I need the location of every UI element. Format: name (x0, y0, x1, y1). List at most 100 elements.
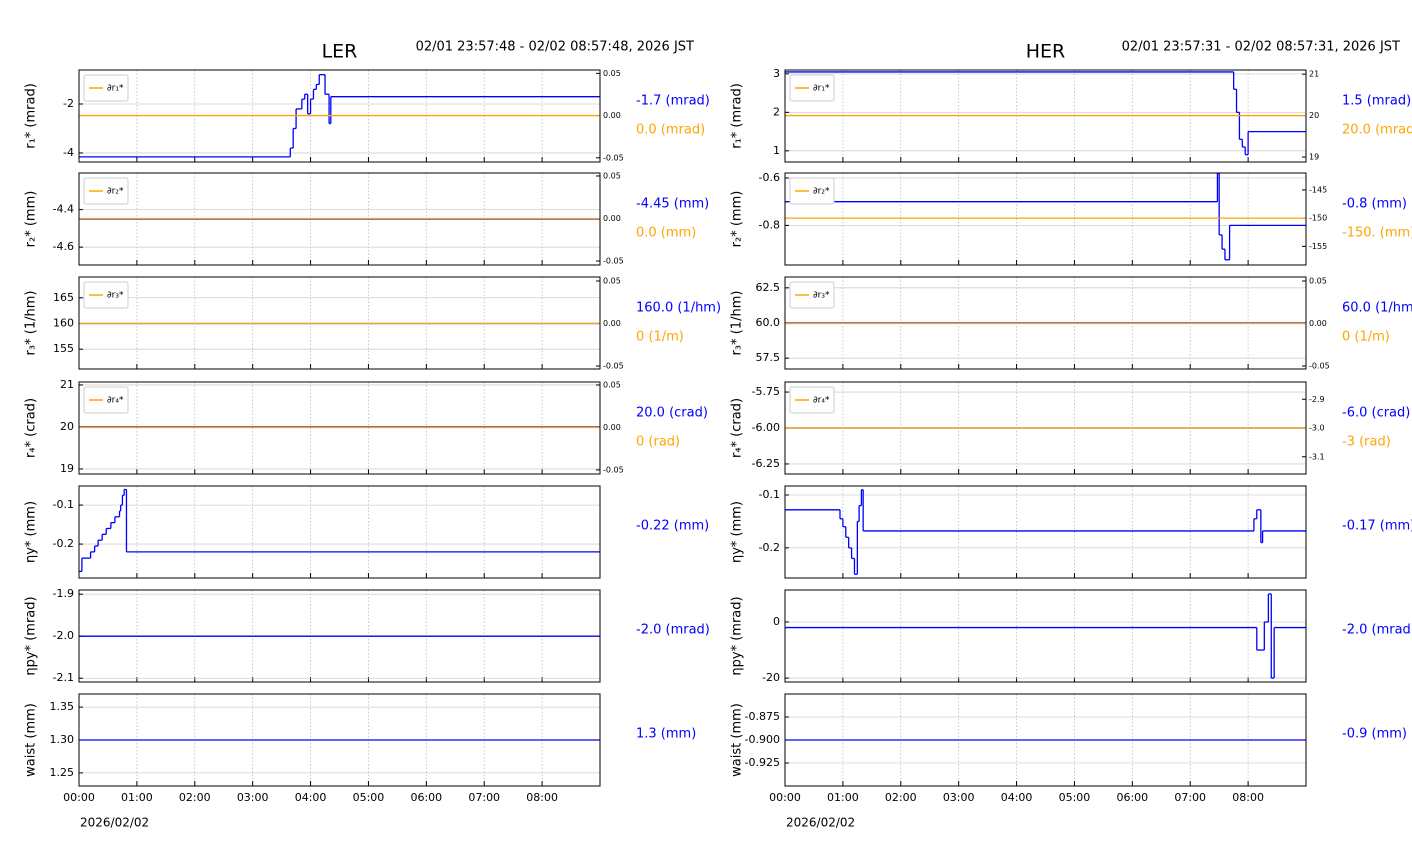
y-axis-label: ηy* (mm) (24, 501, 39, 563)
value-annotation: 0.0 (mrad) (636, 123, 705, 138)
y2-tick-label: 0.00 (1309, 319, 1327, 328)
legend-label: ∂r₁* (813, 84, 830, 94)
legend-box (83, 281, 129, 309)
plot-frame (78, 381, 601, 475)
y-tick-label: -5.75 (752, 385, 780, 398)
y-axis-label: ηpy* (mrad) (24, 596, 39, 675)
y-axis-label: r₁* (mrad) (730, 83, 745, 149)
plot-frame (784, 693, 1307, 787)
panel-title: LER (322, 41, 358, 63)
y2-tick-label: 21 (1309, 70, 1319, 79)
value-annotation: 0.0 (mm) (636, 226, 696, 241)
y-tick-label: -2.1 (53, 671, 74, 684)
y2-tick-label: 20 (1309, 111, 1319, 120)
legend-box (83, 74, 129, 102)
y-axis-label: r₄* (crad) (24, 398, 39, 458)
legend-box (789, 177, 835, 205)
y-tick-label: -0.900 (745, 733, 780, 746)
value-annotation: 160.0 (1/hm) (636, 301, 721, 316)
x-tick-label: 04:00 (1001, 791, 1033, 804)
value-annotation: -3 (rad) (1342, 435, 1391, 450)
legend-box (789, 386, 835, 414)
y2-tick-label: -3.0 (1309, 424, 1325, 433)
y-tick-label: -0.1 (759, 488, 780, 501)
plot-frame (784, 381, 1307, 475)
x-tick-label: 05:00 (353, 791, 385, 804)
y-tick-label: 160 (53, 316, 74, 329)
y-tick-label: -0.2 (53, 537, 74, 550)
y2-tick-label: 0.00 (603, 214, 621, 223)
y-axis-label: r₃* (1/hm) (24, 291, 39, 356)
y-tick-label: -20 (762, 671, 780, 684)
y-tick-label: -6.00 (752, 421, 780, 434)
y-tick-label: -4 (63, 146, 74, 159)
y2-tick-label: 0.05 (603, 380, 621, 389)
y-axis-label: waist (mm) (24, 703, 39, 777)
panel-title: HER (1026, 41, 1066, 63)
legend-label: ∂r₂* (813, 187, 830, 197)
value-annotation: -150. (mm) (1342, 226, 1412, 241)
legend-box (83, 386, 129, 414)
x-tick-label: 07:00 (468, 791, 500, 804)
x-tick-label: 07:00 (1174, 791, 1206, 804)
value-annotation: 0 (rad) (636, 435, 680, 450)
y2-tick-label: -0.05 (603, 153, 624, 162)
y-tick-label: 62.5 (756, 281, 781, 294)
value-annotation: -6.0 (crad) (1342, 406, 1410, 421)
plot-frame (784, 276, 1307, 370)
x-tick-label: 08:00 (526, 791, 558, 804)
y-tick-label: -4.4 (53, 203, 74, 216)
y2-tick-label: 0.00 (603, 423, 621, 432)
value-annotation: 0 (1/m) (636, 330, 684, 345)
x-tick-label: 03:00 (237, 791, 269, 804)
legend-label: ∂r₄* (813, 396, 830, 406)
y2-tick-label: -0.05 (603, 465, 624, 474)
y-tick-label: 2 (773, 105, 780, 118)
y-tick-label: 1.35 (50, 700, 75, 713)
value-annotation: 0 (1/m) (1342, 330, 1390, 345)
legend-label: ∂r₄* (107, 396, 124, 406)
y2-tick-label: 0.00 (603, 319, 621, 328)
plot-frame (78, 485, 601, 579)
legend-box (789, 74, 835, 102)
y2-tick-label: -0.05 (603, 257, 624, 266)
value-annotation: 20.0 (crad) (636, 406, 708, 421)
value-annotation: -0.17 (mm) (1342, 519, 1412, 534)
y-axis-label: ηpy* (mrad) (730, 596, 745, 675)
value-annotation: -2.0 (mrad) (636, 623, 710, 638)
value-annotation: -2.0 (mrad) (1342, 623, 1412, 638)
value-annotation: -1.7 (mrad) (636, 94, 710, 109)
y-tick-label: 19 (60, 462, 74, 475)
y2-tick-label: -150 (1309, 214, 1327, 223)
y2-tick-label: -0.05 (1309, 362, 1330, 371)
value-annotation: -0.8 (mm) (1342, 197, 1407, 212)
y-axis-label: ηy* (mm) (730, 501, 745, 563)
x-tick-label: 05:00 (1059, 791, 1091, 804)
y-tick-label: 21 (60, 378, 74, 391)
y-tick-label: -0.2 (759, 541, 780, 554)
x-tick-label: 06:00 (1116, 791, 1148, 804)
y-tick-label: 1 (773, 144, 780, 157)
y-tick-label: -6.25 (752, 457, 780, 470)
plot-frame (78, 693, 601, 787)
y-tick-label: 1.25 (50, 766, 75, 779)
legend-label: ∂r₃* (107, 291, 124, 301)
y2-tick-label: -3.1 (1309, 452, 1325, 461)
y-tick-label: 57.5 (756, 351, 781, 364)
value-annotation: -0.22 (mm) (636, 519, 709, 534)
plot-frame (784, 589, 1307, 683)
y-tick-label: 60.0 (756, 316, 781, 329)
x-tick-label: 00:00 (769, 791, 801, 804)
y-axis-label: r₃* (1/hm) (730, 291, 745, 356)
y2-tick-label: 19 (1309, 153, 1319, 162)
y-axis-label: r₂* (mm) (730, 191, 745, 248)
value-annotation: -0.9 (mm) (1342, 727, 1407, 742)
y-tick-label: 3 (773, 67, 780, 80)
y-tick-label: 0 (773, 615, 780, 628)
y-axis-label: r₁* (mrad) (24, 83, 39, 149)
y-tick-label: -0.6 (759, 171, 780, 184)
y-tick-label: 165 (53, 291, 74, 304)
y2-tick-label: -0.05 (603, 362, 624, 371)
